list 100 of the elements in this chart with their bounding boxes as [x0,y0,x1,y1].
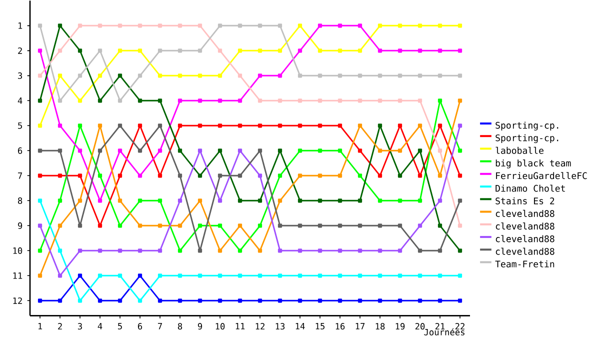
point [298,24,302,28]
point [38,298,42,303]
point [318,148,322,153]
point [138,24,142,28]
x-tick-label: 12 [256,323,264,330]
point [338,48,342,53]
point [258,124,262,128]
legend-label: cleveland88 [496,248,554,256]
point [98,124,102,128]
y-tick-label: 8 [18,198,22,204]
point [218,298,222,303]
point [298,148,302,153]
point [158,198,162,203]
point [418,98,422,103]
point [78,174,82,178]
point [298,174,302,178]
point [338,174,342,178]
point [258,274,262,278]
point [378,98,382,103]
point [338,224,342,228]
point [98,148,102,153]
point [318,274,322,278]
point [258,98,262,103]
legend-label: big black team [496,160,571,169]
point [358,124,362,128]
point [178,248,182,253]
point [178,298,182,303]
point [78,24,82,28]
point [138,274,142,278]
y-tick-label: 5 [18,122,22,130]
point [98,248,102,253]
point [458,48,462,53]
point [338,74,342,78]
legend-label: Sporting-cp. [496,134,558,144]
point [178,198,182,203]
point [118,274,122,278]
point [118,74,122,78]
point [58,74,62,78]
point [198,224,202,228]
point [158,224,162,228]
point [158,24,162,28]
point [338,298,342,303]
point [178,174,182,178]
point [358,298,362,303]
point [238,174,242,178]
point [158,98,162,103]
point [438,24,442,28]
point [418,148,422,153]
point [58,248,62,253]
point [398,24,402,28]
point [178,274,182,278]
point [98,174,102,178]
point [438,274,442,278]
point [358,248,362,253]
point [338,274,342,278]
legend-label: cleveland88 [496,222,554,230]
y-tick-label: 10 [13,248,22,254]
point [158,48,162,53]
point [158,274,162,278]
point [118,24,122,28]
point [38,274,42,278]
point [258,298,262,303]
point [238,48,242,53]
point [198,98,202,103]
x-tick-label: 22 [455,323,464,330]
point [318,74,322,78]
point [78,248,82,253]
point [358,24,362,28]
point [58,98,62,103]
point [198,48,202,53]
point [278,198,282,203]
point [458,248,462,253]
point [398,298,402,303]
point [198,174,202,178]
y-tick-label: 7 [18,172,22,179]
point [238,98,242,103]
point [458,224,462,228]
point [418,198,422,203]
x-tick-label: 6 [138,323,142,330]
point [458,174,462,178]
point [318,174,322,178]
point [178,24,182,28]
y-tick-label: 6 [18,148,22,154]
point [198,298,202,303]
y-tick-label: 2 [18,48,22,54]
point [38,248,42,253]
point [258,24,262,28]
point [118,248,122,253]
x-tick-label: 16 [336,323,345,330]
point [358,148,362,153]
point [198,248,202,253]
point [378,224,382,228]
point [458,198,462,203]
point [398,74,402,78]
point [438,298,442,303]
point [118,124,122,128]
point [58,174,62,178]
point [98,74,102,78]
point [238,148,242,153]
point [158,74,162,78]
